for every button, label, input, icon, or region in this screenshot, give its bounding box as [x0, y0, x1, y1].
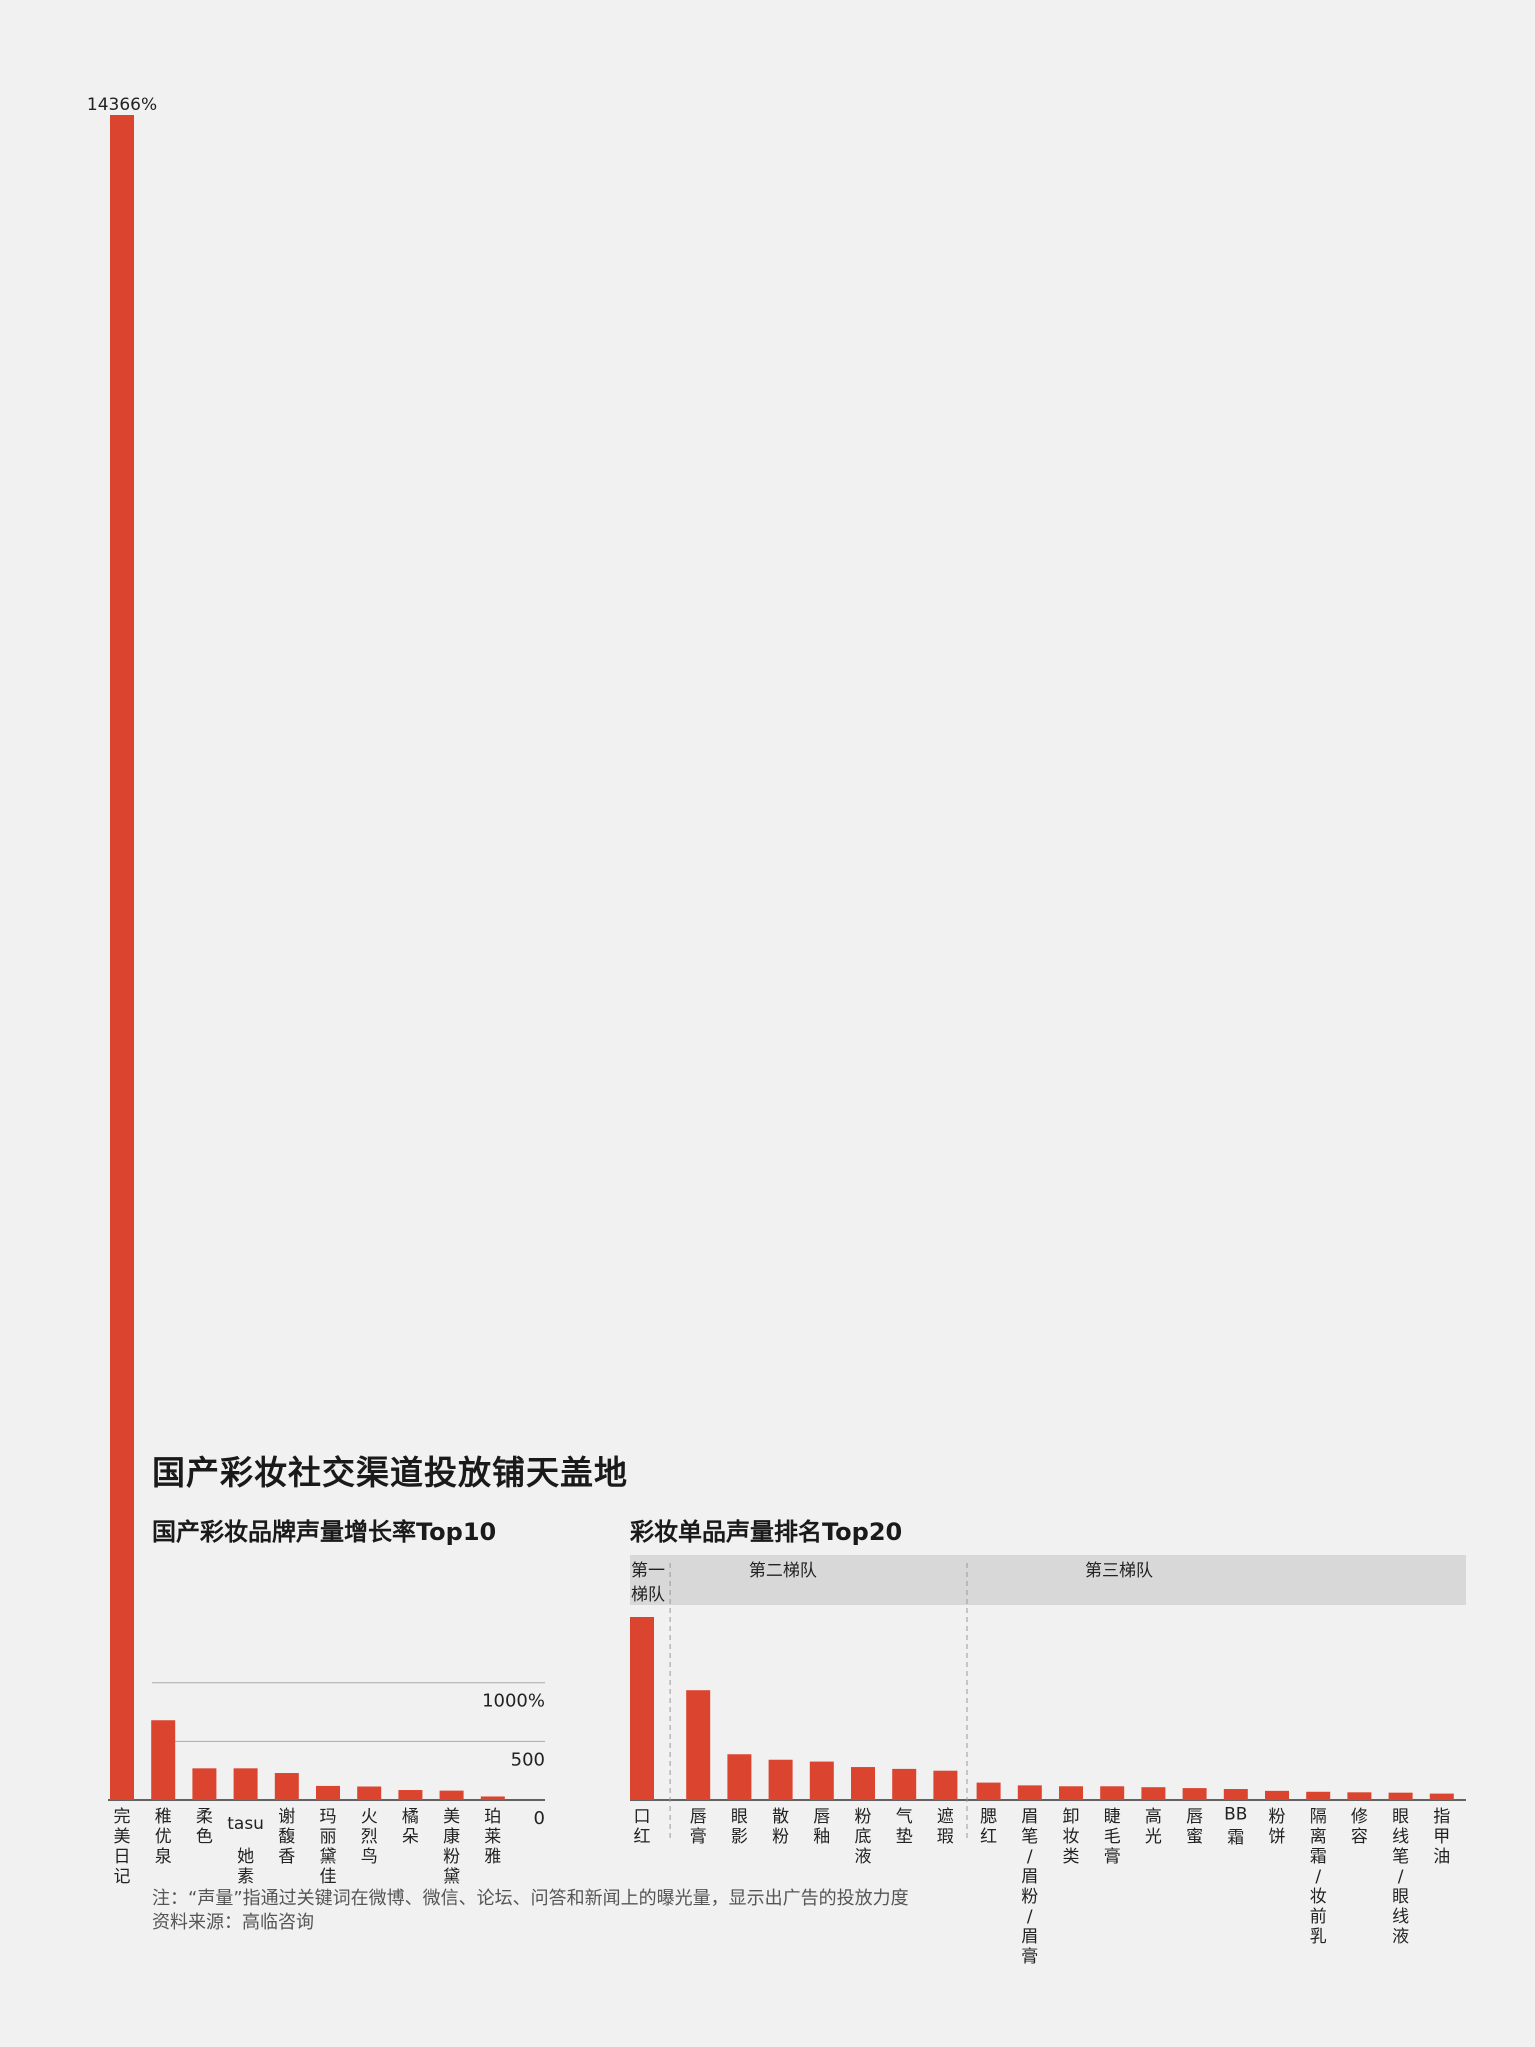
brand-category-label: 珀莱雅	[484, 1807, 501, 1867]
item-category-label: BB 霜	[1224, 1805, 1247, 1849]
brand-bar	[439, 1790, 464, 1800]
brand-category-label: 完美日记	[114, 1807, 131, 1887]
item-bar	[1265, 1790, 1289, 1800]
item-bar	[1017, 1785, 1042, 1800]
brand-bar	[192, 1768, 217, 1800]
item-bar	[1100, 1786, 1125, 1800]
tier-label: 第一梯队	[631, 1561, 665, 1605]
item-category-label: 唇蜜	[1186, 1807, 1203, 1847]
item-bar	[809, 1761, 834, 1800]
item-category-label: 粉底液	[855, 1807, 872, 1867]
item-bar	[686, 1690, 711, 1800]
item-category-label: 口红	[634, 1807, 651, 1847]
brand-category-label: 玛丽黛佳	[320, 1807, 337, 1887]
item-bar	[1223, 1789, 1248, 1800]
item-category-label: 唇膏	[690, 1807, 707, 1847]
tier-band	[630, 1555, 1466, 1605]
brand-chart-y-tick-label: 1000%	[482, 1691, 545, 1712]
brand-chart-gridlines: 0 500 1000%	[108, 1682, 545, 1829]
brand-category-label: tasu 她素	[227, 1814, 264, 1887]
tier-label: 第三梯队	[1085, 1561, 1153, 1581]
footer: 注：“声量”指通过关键词在微博、微信、论坛、问答和新闻上的曝光量，显示出广告的投…	[152, 1887, 909, 1935]
brand-bar	[233, 1768, 258, 1800]
brand-bar	[480, 1796, 505, 1800]
item-category-label: 唇釉	[813, 1807, 830, 1847]
brand-bar	[316, 1785, 340, 1800]
item-category-label: 卸妆类	[1063, 1807, 1080, 1867]
item-category-label: 隔离霜/妆前乳	[1310, 1807, 1327, 1947]
item-chart-title: 彩妆单品声量排名Top20	[630, 1518, 903, 1546]
brand-chart-y-tick-label: 0	[534, 1808, 545, 1829]
item-category-label: 高光	[1145, 1807, 1162, 1847]
brand-bar	[398, 1790, 423, 1800]
brand-chart-y-tick-label: 500	[511, 1749, 545, 1770]
brand-bar	[357, 1786, 382, 1800]
item-bar	[892, 1768, 917, 1800]
item-chart-bars	[630, 1617, 1454, 1800]
brand-category-label: 谢馥香	[278, 1807, 295, 1867]
item-bar	[933, 1770, 958, 1800]
item-category-label: 遮瑕	[937, 1807, 954, 1847]
brand-category-label: 橘朵	[402, 1807, 419, 1847]
item-chart-tier-band: 第一梯队 第二梯队 第三梯队	[630, 1555, 1466, 1840]
brand-bar	[110, 115, 134, 1800]
item-category-label: 散粉	[772, 1807, 789, 1847]
item-category-label: 气垫	[896, 1807, 913, 1847]
brand-category-label: 稚优泉	[155, 1807, 172, 1867]
item-bar	[630, 1617, 654, 1800]
item-category-label: 修容	[1351, 1807, 1368, 1847]
item-bar	[1141, 1787, 1166, 1800]
source-note: 资料来源：高临咨询	[152, 1912, 314, 1933]
brand-category-label: 美康粉黛	[443, 1807, 460, 1887]
item-category-label: 粉饼	[1269, 1807, 1286, 1847]
brand-chart-bars	[110, 115, 505, 1800]
item-bar	[1429, 1793, 1454, 1800]
item-bar	[1306, 1791, 1331, 1800]
footnote: 注：“声量”指通过关键词在微博、微信、论坛、问答和新闻上的曝光量，显示出广告的投…	[152, 1888, 909, 1909]
item-bar	[1182, 1788, 1207, 1800]
item-bar	[976, 1782, 1001, 1800]
item-bar	[1347, 1792, 1372, 1800]
item-category-label: 睫毛膏	[1104, 1807, 1121, 1867]
item-category-label: 眼线笔/眼线液	[1392, 1807, 1409, 1947]
item-category-label: 腮红	[980, 1807, 997, 1847]
item-category-label: 指甲油	[1433, 1807, 1450, 1867]
page-title: 国产彩妆社交渠道投放铺天盖地	[152, 1453, 628, 1492]
item-bar	[1059, 1786, 1083, 1800]
item-category-label: 眉笔/眉粉/眉膏	[1021, 1807, 1038, 1967]
item-category-label: 眼影	[731, 1807, 748, 1847]
item-bar	[851, 1767, 875, 1800]
brand-bar	[274, 1773, 299, 1800]
brand-data-label: 14366%	[87, 95, 157, 115]
brand-category-label: 柔色	[196, 1807, 213, 1847]
item-bar	[768, 1759, 793, 1800]
item-bar	[727, 1754, 752, 1800]
tier-label: 第二梯队	[749, 1561, 817, 1581]
brand-chart-title: 国产彩妆品牌声量增长率Top10	[152, 1518, 497, 1546]
brand-bar	[151, 1720, 176, 1800]
item-bar	[1388, 1792, 1413, 1800]
brand-category-label: 火烈鸟	[361, 1807, 378, 1867]
